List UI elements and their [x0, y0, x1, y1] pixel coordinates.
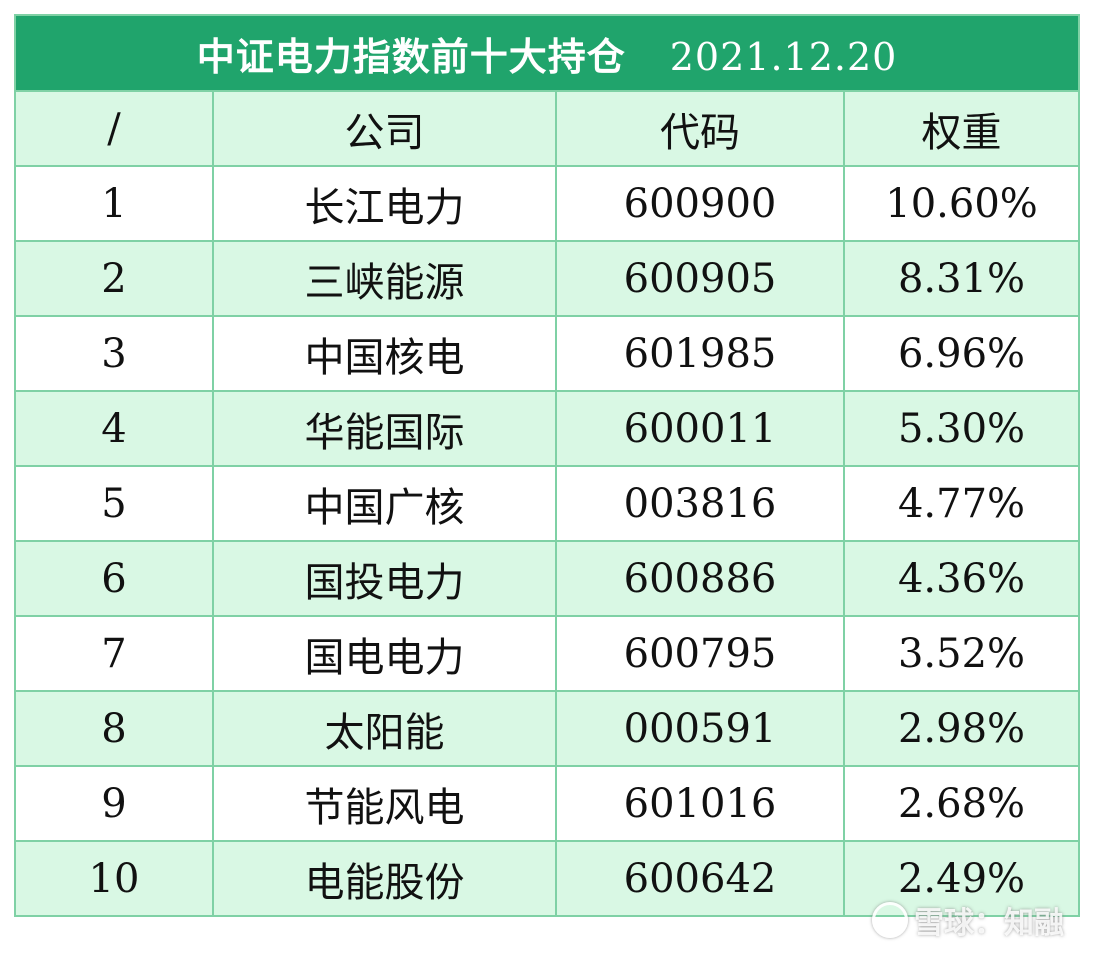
table-row: 10 电能股份 600642 2.49% — [14, 840, 1081, 917]
table-row: 8 太阳能 000591 2.98% — [14, 690, 1081, 767]
cell-weight: 5.30% — [842, 390, 1081, 467]
cell-rank: 3 — [14, 315, 214, 392]
cell-weight: 2.68% — [842, 765, 1081, 842]
table-row: 1 长江电力 600900 10.60% — [14, 165, 1081, 242]
cell-weight: 4.77% — [842, 465, 1081, 542]
cell-code: 600886 — [555, 540, 845, 617]
cell-company: 电能股份 — [212, 840, 557, 917]
watermark: 雪球：知融 — [872, 898, 1064, 942]
cell-rank: 5 — [14, 465, 214, 542]
cell-company: 中国核电 — [212, 315, 557, 392]
cell-company: 国投电力 — [212, 540, 557, 617]
cell-company: 节能风电 — [212, 765, 557, 842]
holdings-table: 中证电力指数前十大持仓 2021.12.20 / 公司 代码 权重 1 长江电力 … — [13, 14, 1081, 917]
table-row: 2 三峡能源 600905 8.31% — [14, 240, 1081, 317]
table-row: 4 华能国际 600011 5.30% — [14, 390, 1081, 467]
title-date: 2021.12.20 — [669, 34, 898, 79]
table-row: 3 中国核电 601985 6.96% — [14, 315, 1081, 392]
cell-weight: 2.49% — [842, 840, 1081, 917]
xueqiu-logo-icon — [872, 902, 908, 938]
cell-rank: 2 — [14, 240, 214, 317]
cell-code: 600795 — [555, 615, 845, 692]
cell-code: 003816 — [555, 465, 845, 542]
cell-code: 600905 — [555, 240, 845, 317]
cell-weight: 4.36% — [842, 540, 1081, 617]
holdings-table-container: 中证电力指数前十大持仓 2021.12.20 / 公司 代码 权重 1 长江电力 … — [13, 14, 1081, 917]
cell-code: 600642 — [555, 840, 845, 917]
cell-company: 华能国际 — [212, 390, 557, 467]
title-text: 中证电力指数前十大持仓 — [196, 33, 626, 79]
cell-code: 601016 — [555, 765, 845, 842]
cell-rank: 9 — [14, 765, 214, 842]
header-code: 代码 — [555, 90, 845, 167]
table-row: 6 国投电力 600886 4.36% — [14, 540, 1081, 617]
cell-weight: 8.31% — [842, 240, 1081, 317]
cell-weight: 6.96% — [842, 315, 1081, 392]
cell-code: 000591 — [555, 690, 845, 767]
cell-code: 601985 — [555, 315, 845, 392]
table-title: 中证电力指数前十大持仓 2021.12.20 — [13, 14, 1081, 92]
cell-rank: 1 — [14, 165, 214, 242]
watermark-text: 雪球：知融 — [914, 906, 1064, 941]
cell-code: 600900 — [555, 165, 845, 242]
cell-company: 长江电力 — [212, 165, 557, 242]
cell-company: 三峡能源 — [212, 240, 557, 317]
cell-rank: 10 — [14, 840, 214, 917]
cell-rank: 6 — [14, 540, 214, 617]
cell-company: 太阳能 — [212, 690, 557, 767]
cell-company: 中国广核 — [212, 465, 557, 542]
cell-rank: 8 — [14, 690, 214, 767]
cell-rank: 7 — [14, 615, 214, 692]
cell-company: 国电电力 — [212, 615, 557, 692]
cell-weight: 2.98% — [842, 690, 1081, 767]
cell-rank: 4 — [14, 390, 214, 467]
cell-weight: 3.52% — [842, 615, 1081, 692]
table-row: 7 国电电力 600795 3.52% — [14, 615, 1081, 692]
header-weight: 权重 — [842, 90, 1081, 167]
header-rank: / — [14, 90, 214, 167]
cell-weight: 10.60% — [842, 165, 1081, 242]
table-row: 5 中国广核 003816 4.77% — [14, 465, 1081, 542]
header-company: 公司 — [212, 90, 557, 167]
table-title-row: 中证电力指数前十大持仓 2021.12.20 — [13, 14, 1081, 92]
table-header-row: / 公司 代码 权重 — [14, 90, 1081, 167]
cell-code: 600011 — [555, 390, 845, 467]
table-row: 9 节能风电 601016 2.68% — [14, 765, 1081, 842]
